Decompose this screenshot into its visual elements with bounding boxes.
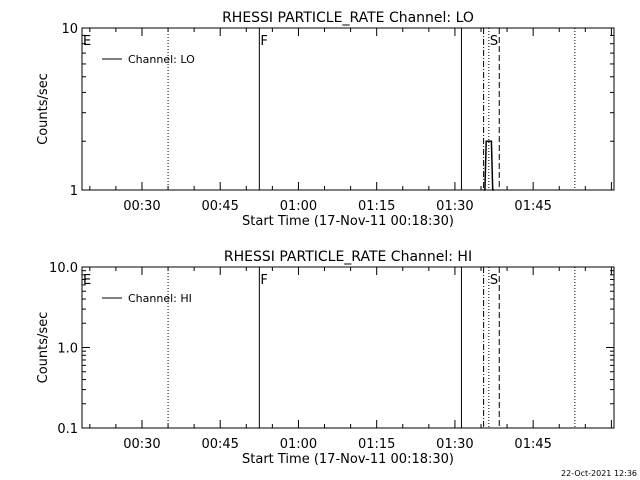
x-tick-label: 00:45 [201,437,238,452]
x-tick-label: 00:30 [123,199,160,214]
x-tick-label: 00:45 [201,199,238,214]
event-label: S [490,34,498,49]
footer-date: 22-Oct-2021 12:36 [561,469,637,478]
y-tick-label: 1 [70,184,78,199]
x-axis-label: Start Time (17-Nov-11 00:18:30) [242,214,454,229]
chart-title: RHESSI PARTICLE_RATE Channel: HI [224,249,472,265]
x-tick-label: 01:30 [436,437,473,452]
y-axis-label: Counts/sec [36,312,51,384]
x-tick-label: 01:45 [514,437,551,452]
y-tick-label: 0.1 [57,422,78,437]
corner-label: E [83,34,91,49]
event-label: F [260,273,267,288]
x-axis-label: Start Time (17-Nov-11 00:18:30) [242,452,454,467]
x-tick-label: 01:00 [280,437,317,452]
x-tick-label: 00:30 [123,437,160,452]
event-label: S [490,273,498,288]
chart-panel-1: RHESSI PARTICLE_RATE Channel: LO Start Ti… [36,10,615,229]
x-tick-label: 01:15 [358,437,395,452]
series-line [483,140,494,191]
x-tick-label: 01:45 [514,199,551,214]
x-tick-label: 01:30 [436,199,473,214]
legend-entry: Channel: HI [128,292,192,305]
x-tick-label: 01:00 [280,199,317,214]
chart-panel-2: RHESSI PARTICLE_RATE Channel: HI Start Ti… [36,249,615,467]
chart-title: RHESSI PARTICLE_RATE Channel: LO [222,10,474,26]
plot-frame [81,27,615,191]
x-tick-label: 01:15 [358,199,395,214]
event-label: F [260,34,267,49]
y-axis-label: Counts/sec [36,73,51,145]
legend-entry: Channel: LO [128,53,195,66]
y-tick-label: 10 [61,22,78,37]
corner-label: E [83,273,91,288]
y-tick-label: 10.0 [49,261,78,276]
y-tick-label: 1.0 [57,342,78,357]
